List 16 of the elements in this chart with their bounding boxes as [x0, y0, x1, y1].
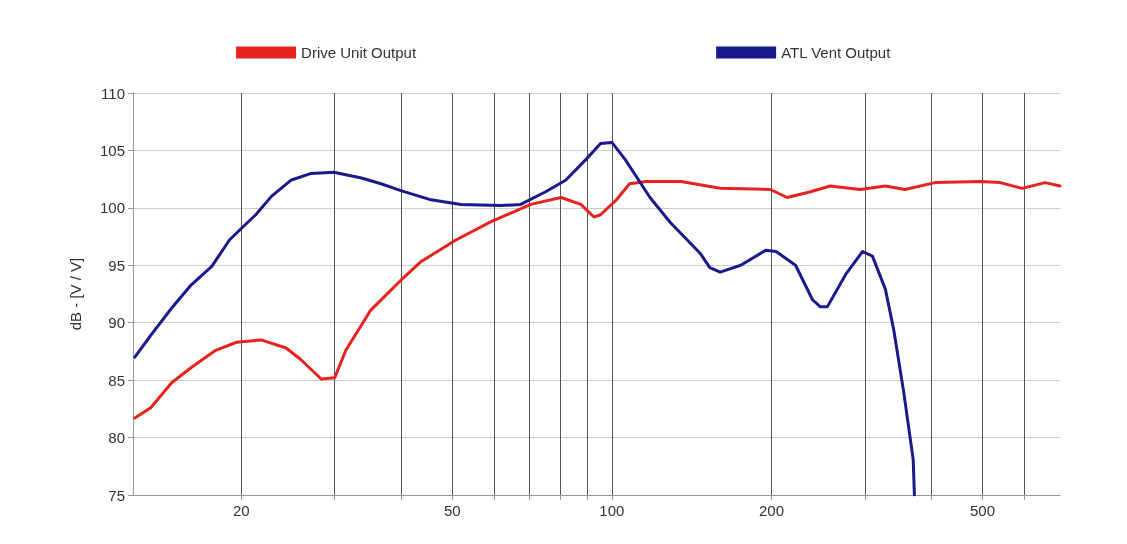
- legend-label: ATL Vent Output: [781, 44, 892, 61]
- y-axis-title: dB - [V / V]: [67, 257, 84, 331]
- y-tick-label: 85: [108, 371, 125, 389]
- y-tick-label: 90: [108, 314, 125, 332]
- x-tick-label: 200: [758, 502, 785, 519]
- x-tick-label: 500: [970, 502, 996, 519]
- y-tick-label: 80: [108, 429, 125, 447]
- y-tick-label: 75: [108, 486, 125, 504]
- x-tick-label: 100: [599, 502, 625, 519]
- x-tick-label: 20: [232, 502, 250, 519]
- legend-label: Drive Unit Output: [301, 44, 417, 61]
- y-tick-label: 95: [108, 256, 125, 274]
- y-tick-label: 100: [99, 199, 125, 217]
- y-tick-label: 110: [101, 84, 125, 102]
- y-tick-label: 105: [99, 141, 125, 159]
- x-tick-label: 50: [443, 502, 461, 519]
